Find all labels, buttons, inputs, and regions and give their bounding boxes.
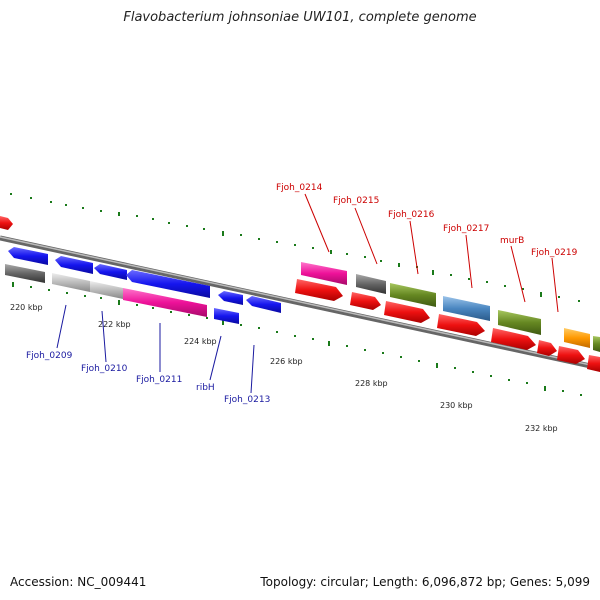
gene-box (443, 296, 490, 321)
tick-label: 226 kbp (270, 357, 303, 366)
tick-label: 220 kbp (10, 303, 43, 312)
genome-summary: Topology: circular; Length: 6,096,872 bp… (260, 575, 590, 589)
tick-label: 222 kbp (98, 320, 131, 329)
gene-arrow (350, 292, 381, 310)
gene-arrow (218, 291, 243, 305)
gene-arrow (384, 301, 430, 323)
gene-arrow (246, 296, 281, 313)
tick-label: 228 kbp (355, 379, 388, 388)
tick-label: 224 kbp (184, 337, 217, 346)
accession-label: Accession: NC_009441 (10, 575, 147, 589)
genome-backbone (0, 235, 600, 371)
gene-arrow (126, 270, 210, 298)
gene-arrow (55, 256, 93, 274)
gene-box (498, 310, 541, 335)
gene-arrow (8, 247, 48, 265)
gene-box (301, 262, 347, 285)
gene-box (356, 274, 386, 294)
gene-label: Fjoh_0214 (276, 183, 323, 193)
gene-labels-bottom: Fjoh_0209 Fjoh_0210 Fjoh_0211 ribH Fjoh_… (26, 351, 270, 405)
gene-arrow (587, 355, 600, 372)
gene-arrow (491, 328, 536, 350)
gene-labels-top: Fjoh_0214 Fjoh_0215 Fjoh_0216 Fjoh_0217 … (276, 183, 578, 258)
label-leaders-bottom (56, 304, 255, 394)
map-title: Flavobacterium johnsoniae UW101, complet… (123, 10, 477, 25)
gene-arrow (94, 264, 127, 280)
gene-box (52, 273, 90, 292)
gene-box (564, 328, 590, 348)
gene-arrow (537, 340, 557, 356)
gene-label: Fjoh_0210 (81, 364, 128, 374)
gene-arrow (0, 216, 13, 230)
upper-dotted-scale (10, 193, 580, 302)
gene-arrow (295, 279, 343, 301)
scale-labels: 220 kbp 222 kbp 224 kbp 226 kbp 228 kbp … (10, 303, 558, 433)
gene-label: Fjoh_0209 (26, 351, 73, 361)
label-leaders-top (304, 193, 559, 313)
gene-box (5, 264, 45, 283)
gene-features (0, 216, 600, 372)
gene-arrow (437, 314, 485, 336)
gene-label: Fjoh_0211 (136, 375, 182, 385)
gene-box (593, 336, 600, 352)
gene-box (90, 281, 123, 299)
gene-label: Fjoh_0215 (333, 196, 379, 206)
gene-label: Fjoh_0219 (531, 248, 578, 258)
tick-label: 230 kbp (440, 401, 473, 410)
gene-box (214, 308, 239, 324)
lower-dotted-scale (12, 282, 582, 396)
gene-label: Fjoh_0216 (388, 210, 435, 220)
gene-label: Fjoh_0217 (443, 224, 489, 234)
gene-box (123, 288, 207, 317)
tick-label: 232 kbp (525, 424, 558, 433)
gene-box (390, 283, 436, 307)
gene-label: murB (500, 236, 524, 246)
gene-arrow (557, 346, 585, 364)
gene-label: ribH (196, 383, 215, 393)
gene-label: Fjoh_0213 (224, 395, 270, 405)
